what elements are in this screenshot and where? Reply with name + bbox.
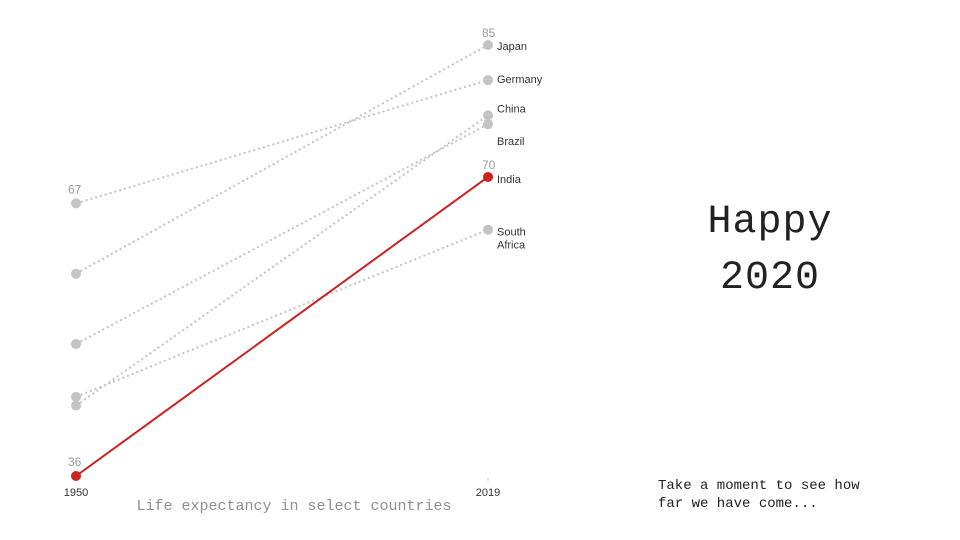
- country-label-india: India: [497, 174, 522, 186]
- point-germany-end: [483, 75, 493, 86]
- point-india-end: [483, 171, 493, 182]
- point-south-africa-start: [71, 391, 81, 402]
- point-china-start: [71, 400, 81, 411]
- series-line-south-africa: [75, 228, 489, 398]
- x-tick-label-end: 2019: [476, 487, 500, 499]
- x-tick-label-start: 1950: [64, 487, 88, 499]
- slope-chart: Japan Germany China Brazil India South Africa 6…: [64, 26, 543, 515]
- series-line-brazil: [75, 123, 489, 345]
- series-line-germany: [75, 79, 489, 205]
- labels-layer: Japan Germany China Brazil India South Africa 6…: [68, 26, 543, 469]
- headline-line-1: Happy: [707, 200, 833, 245]
- series-line-japan: [75, 44, 489, 275]
- country-label-china: China: [497, 103, 527, 115]
- value-label-start-0: 67: [68, 182, 82, 196]
- country-label-south-africa: South Africa: [497, 227, 526, 252]
- value-label-end-0: 85: [482, 26, 496, 40]
- country-label-germany: Germany: [497, 74, 543, 86]
- points-layer: [71, 40, 493, 481]
- lines-layer: [75, 44, 489, 481]
- series-line-india: [75, 176, 489, 477]
- value-label-start-1: 36: [68, 455, 82, 469]
- country-label-brazil: Brazil: [497, 136, 525, 148]
- subtitle-note: Take a moment to see how far we have com…: [658, 478, 860, 512]
- country-label-japan: Japan: [497, 41, 527, 53]
- point-japan-start: [71, 268, 81, 279]
- point-brazil-end: [483, 119, 493, 130]
- headline: Happy 2020: [660, 195, 880, 307]
- point-germany-start: [71, 198, 81, 209]
- point-china-end: [483, 110, 493, 121]
- headline-line-2: 2020: [719, 256, 820, 301]
- value-label-end-1: 70: [482, 158, 496, 172]
- point-south-africa-end: [483, 224, 493, 235]
- point-brazil-start: [71, 339, 81, 350]
- series-line-china: [75, 114, 489, 407]
- point-india-start: [71, 471, 81, 481]
- point-japan-end: [483, 40, 493, 50]
- chart-caption: Life expectancy in select countries: [136, 498, 451, 515]
